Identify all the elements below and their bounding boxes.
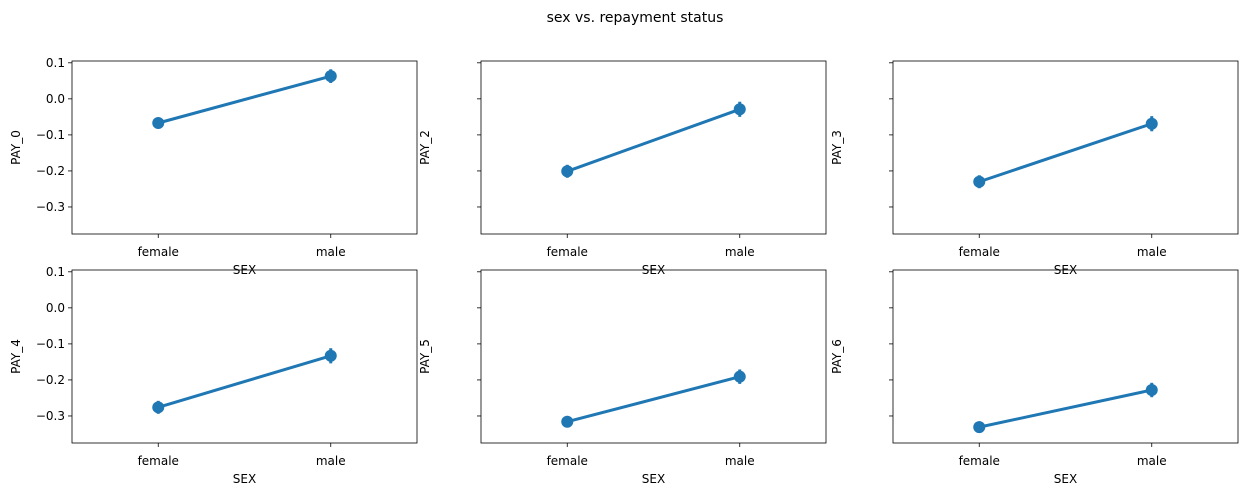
x-tick-label: male	[316, 245, 346, 259]
plot-frame	[480, 60, 827, 235]
data-point	[733, 370, 746, 383]
series-line	[156, 354, 333, 409]
y-tick-label: 0.0	[46, 301, 65, 315]
x-tick-label: female	[547, 245, 588, 259]
y-tick-label: −0.3	[36, 200, 65, 214]
y-axis-label: PAY_2	[418, 130, 432, 165]
data-point	[324, 70, 337, 83]
y-axis-label: PAY_5	[418, 339, 432, 374]
data-point	[973, 421, 986, 434]
subplot-6: female male SEX PAY_6	[830, 269, 1239, 486]
x-tick-label: female	[959, 245, 1000, 259]
series-line	[156, 74, 333, 125]
series-line	[565, 107, 742, 173]
x-tick-label: female	[959, 454, 1000, 468]
data-point	[973, 175, 986, 188]
x-tick-label: male	[725, 245, 755, 259]
data-point	[561, 415, 574, 428]
subplot-5: female male SEX PAY_5	[418, 269, 827, 486]
data-point	[1145, 117, 1158, 130]
x-tick-label: male	[725, 454, 755, 468]
x-axis-label: SEX	[1054, 472, 1077, 486]
x-tick-label: male	[1137, 245, 1167, 259]
y-tick-label: 0.1	[46, 56, 65, 70]
data-point	[324, 349, 337, 362]
y-tick-label: −0.1	[36, 128, 65, 142]
x-tick-label: female	[138, 245, 179, 259]
x-axis-label: SEX	[233, 472, 256, 486]
x-axis-label: SEX	[642, 472, 665, 486]
x-tick-label: male	[1137, 454, 1167, 468]
y-tick-label: −0.2	[36, 373, 65, 387]
y-axis-label: PAY_3	[830, 130, 844, 165]
y-axis-label: PAY_6	[830, 339, 844, 374]
data-point	[152, 116, 165, 129]
subplot-4: 0.1 0.0 −0.1 −0.2 −0.3 female male SEX PAY_4	[9, 265, 418, 486]
plot-frame	[71, 60, 418, 235]
plot-frame	[71, 269, 418, 444]
y-tick-label: 0.0	[46, 92, 65, 106]
x-tick-label: female	[138, 454, 179, 468]
data-point	[152, 401, 165, 414]
y-axis-label: PAY_4	[9, 339, 23, 374]
y-tick-label: −0.3	[36, 409, 65, 423]
plot-frame	[892, 269, 1239, 444]
series-line	[565, 375, 742, 424]
series-line	[977, 122, 1154, 184]
data-point	[561, 165, 574, 178]
subplots-grid: 0.1 0.0 −0.1 −0.2 −0.3 female male SEX PAY_0fema…	[9, 56, 1239, 486]
x-tick-label: female	[547, 454, 588, 468]
figure-title: sex vs. repayment status	[547, 10, 724, 26]
plot-frame	[480, 269, 827, 444]
series-line	[977, 388, 1154, 429]
data-point	[733, 103, 746, 116]
y-tick-label: 0.1	[46, 265, 65, 279]
data-point	[1145, 384, 1158, 397]
x-tick-label: male	[316, 454, 346, 468]
y-tick-label: −0.1	[36, 337, 65, 351]
plot-frame	[892, 60, 1239, 235]
y-axis-label: PAY_0	[9, 130, 23, 165]
y-tick-label: −0.2	[36, 164, 65, 178]
